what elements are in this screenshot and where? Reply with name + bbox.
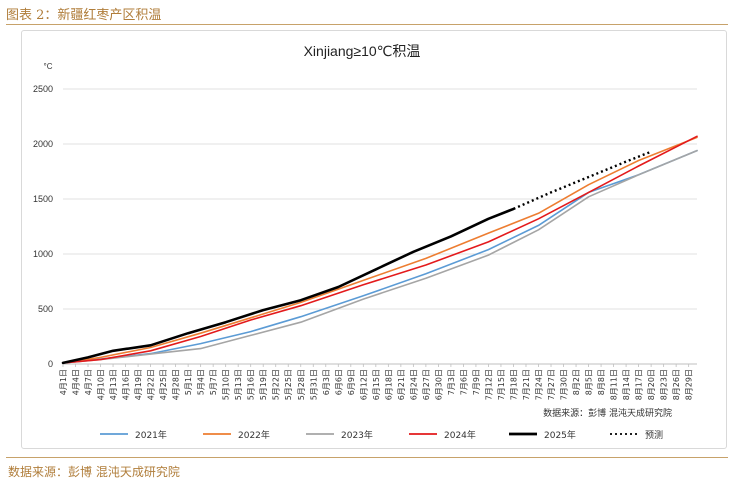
- x-tick-label: 7月27日: [547, 369, 556, 400]
- x-tick-label: 6月3日: [322, 369, 331, 395]
- chart-source-note: 数据来源：彭博 混沌天成研究院: [543, 407, 672, 419]
- x-tick-label: 6月18日: [384, 369, 393, 400]
- x-tick-label: 6月9日: [347, 369, 356, 395]
- x-tick-label: 5月31日: [309, 369, 318, 400]
- y-tick-label: 1500: [33, 194, 53, 204]
- x-tick-label: 5月28日: [297, 369, 306, 400]
- x-tick-label: 4月25日: [159, 369, 168, 400]
- x-tick-label: 6月12日: [359, 369, 368, 400]
- footer-rule: [6, 457, 728, 458]
- x-tick-label: 8月5日: [585, 369, 594, 395]
- x-tick-label: 5月4日: [197, 369, 206, 395]
- x-tick-label: 7月9日: [472, 369, 481, 395]
- x-tick-label: 8月14日: [622, 369, 631, 400]
- y-tick-label: 2000: [33, 139, 53, 149]
- y-tick-label: 500: [38, 304, 53, 314]
- x-tick-label: 4月22日: [147, 369, 156, 400]
- chart-frame: [21, 30, 727, 449]
- legend-label-1: 2022年: [238, 429, 270, 441]
- x-tick-label: 4月13日: [109, 369, 118, 400]
- y-tick-label: 2500: [33, 84, 53, 94]
- legend-label-5: 预测: [645, 430, 663, 441]
- x-tick-label: 4月10日: [97, 369, 106, 400]
- x-tick-label: 5月10日: [222, 369, 231, 400]
- x-tick-label: 5月22日: [272, 369, 281, 400]
- legend-label-4: 2025年: [544, 429, 576, 441]
- y-tick-label: 1000: [33, 249, 53, 259]
- series-line-2: [62, 149, 698, 364]
- x-tick-label: 6月15日: [372, 369, 381, 400]
- x-tick-label: 7月30日: [560, 369, 569, 400]
- series-line-3: [62, 135, 698, 364]
- x-tick-label: 6月30日: [434, 369, 443, 400]
- y-axis-unit: °C: [44, 62, 53, 71]
- x-axis-ticks: 4月1日 4月4日 4月7日 4月10日 4月13日 4月16日 4月19日 4月22日 4月2…: [59, 364, 694, 400]
- x-tick-label: 8月26日: [672, 369, 681, 400]
- x-tick-label: 8月17日: [635, 369, 644, 400]
- x-tick-label: 8月29日: [685, 369, 694, 400]
- figure-label: 图表 2：新疆红枣产区积温: [6, 8, 162, 23]
- x-tick-label: 6月24日: [409, 369, 418, 400]
- x-tick-label: 8月20日: [647, 369, 656, 400]
- legend-label-2: 2023年: [341, 429, 373, 441]
- x-tick-label: 5月16日: [247, 369, 256, 400]
- series-line-0: [62, 149, 698, 364]
- x-tick-label: 7月12日: [484, 369, 493, 400]
- x-tick-label: 6月21日: [397, 369, 406, 400]
- x-tick-label: 7月15日: [497, 369, 506, 400]
- x-tick-label: 8月23日: [660, 369, 669, 400]
- x-tick-label: 4月28日: [172, 369, 181, 400]
- x-tick-label: 5月25日: [284, 369, 293, 400]
- x-tick-label: 4月4日: [72, 369, 81, 395]
- x-tick-label: 4月1日: [59, 369, 68, 395]
- grid-lines: [63, 88, 697, 310]
- x-tick-label: 4月16日: [122, 369, 131, 400]
- x-tick-label: 7月3日: [447, 369, 456, 395]
- legend: 2021年 2022年 2023年 2024年 2025年 预测: [100, 429, 663, 441]
- x-tick-label: 5月1日: [184, 369, 193, 395]
- series-line-1: [62, 136, 698, 364]
- x-tick-label: 8月2日: [572, 369, 581, 395]
- x-tick-label: 7月6日: [459, 369, 468, 395]
- x-tick-label: 6月6日: [334, 369, 343, 395]
- x-tick-label: 8月8日: [597, 369, 606, 395]
- x-tick-label: 5月7日: [209, 369, 218, 395]
- legend-label-3: 2024年: [444, 429, 476, 441]
- chart-title: Xinjiang≥10℃积温: [304, 43, 421, 59]
- x-tick-label: 7月24日: [535, 369, 544, 400]
- x-tick-label: 4月19日: [134, 369, 143, 400]
- series-line-4: [61, 207, 515, 365]
- series-line-5: [513, 150, 652, 210]
- x-tick-label: 5月13日: [234, 369, 243, 400]
- y-axis-ticks: 0 500 1000 1500 2000 2500: [33, 84, 53, 369]
- footer-source: 数据来源：彭博 混沌天成研究院: [8, 465, 180, 479]
- y-tick-label: 0: [48, 359, 53, 369]
- x-tick-label: 5月19日: [259, 369, 268, 400]
- legend-label-0: 2021年: [135, 429, 167, 441]
- header-rule: [6, 24, 728, 25]
- series-lines: [61, 135, 698, 365]
- x-tick-label: 6月27日: [422, 369, 431, 400]
- x-tick-label: 4月7日: [84, 369, 93, 395]
- x-tick-label: 7月21日: [522, 369, 531, 400]
- x-tick-label: 7月18日: [509, 369, 518, 400]
- x-tick-label: 8月11日: [610, 369, 619, 400]
